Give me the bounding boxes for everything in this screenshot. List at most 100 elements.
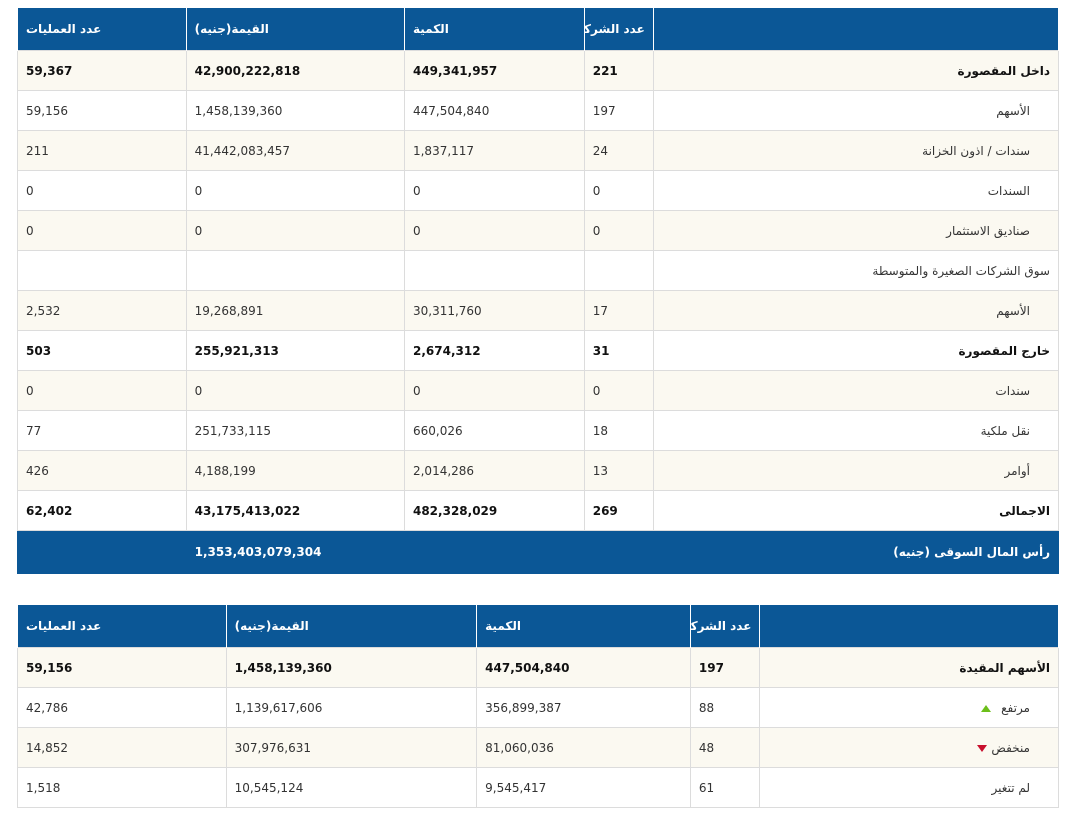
header-quantity: الكمية — [403, 8, 585, 51]
cell-companies: 221 — [583, 50, 654, 91]
cell-trades: 211 — [17, 130, 187, 171]
row-label: أوامر — [652, 450, 1060, 491]
table-row: خارج المقصورة 31 2,674,312 255,921,313 5… — [17, 330, 1060, 371]
table-header-row: عدد الشركات الكمية القيمة(جنيه) عدد العم… — [17, 605, 1059, 648]
row-label: الأسهم — [652, 290, 1060, 331]
header-trades: عدد العمليات — [17, 8, 187, 51]
cell-companies: 13 — [583, 450, 654, 491]
cell-value: 10,545,124 — [225, 767, 478, 808]
row-label: السندات — [652, 170, 1060, 211]
table-row: منخفض 48 81,060,036 307,976,631 14,852 — [17, 727, 1059, 768]
cell-trades: 2,532 — [17, 290, 187, 331]
row-label: خارج المقصورة — [652, 330, 1060, 371]
cell-trades: 59,156 — [17, 90, 187, 131]
cell-trades: 0 — [17, 210, 187, 251]
table-row: مرتفع 88 356,899,387 1,139,617,606 42,78… — [17, 687, 1059, 728]
table-row: أوامر 13 2,014,286 4,188,199 426 — [17, 450, 1060, 491]
header-companies: عدد الشركات — [583, 8, 654, 51]
cell-quantity: 30,311,760 — [403, 290, 585, 331]
table-row: صناديق الاستثمار 0 0 0 0 — [17, 210, 1060, 251]
cell-value: 1,458,139,360 — [185, 90, 405, 131]
cell-value: 307,976,631 — [225, 727, 478, 768]
cell-trades: 59,156 — [17, 647, 227, 688]
market-cap-row: رأس المال السوقى (جنيه) 1,353,403,079,30… — [17, 530, 1060, 574]
table-row: الأسهم 17 30,311,760 19,268,891 2,532 — [17, 290, 1060, 331]
header-value: القيمة(جنيه) — [225, 605, 478, 648]
cell-trades: 503 — [17, 330, 187, 371]
header-companies: عدد الشركات — [689, 605, 761, 648]
market-cap-value: 1,353,403,079,304 — [185, 530, 405, 574]
cell-companies: 88 — [689, 687, 761, 728]
market-cap-spacer — [403, 530, 654, 574]
header-label — [653, 8, 1060, 51]
header-label — [759, 605, 1059, 648]
row-label-cell: منخفض — [759, 727, 1059, 768]
cell-companies: 48 — [689, 727, 761, 768]
cell-value: 251,733,115 — [185, 410, 405, 451]
cell-trades: 62,402 — [17, 490, 187, 531]
cell-quantity: 2,674,312 — [403, 330, 585, 371]
cell-companies: 31 — [583, 330, 654, 371]
cell-quantity: 9,545,417 — [476, 767, 691, 808]
cell-quantity: 2,014,286 — [403, 450, 585, 491]
table-row: سوق الشركات الصغيرة والمتوسطة — [17, 250, 1060, 291]
market-summary-table: عدد الشركات الكمية القيمة(جنيه) عدد العم… — [17, 8, 1060, 574]
cell-trades: 59,367 — [17, 50, 187, 91]
row-label-cell: مرتفع — [759, 687, 1059, 728]
cell-companies: 0 — [583, 210, 654, 251]
cell-companies: 0 — [583, 170, 654, 211]
cell-companies: 269 — [583, 490, 654, 531]
cell-value: 43,175,413,022 — [185, 490, 405, 531]
cell-trades: 1,518 — [17, 767, 227, 808]
header-value: القيمة(جنيه) — [185, 8, 405, 51]
table-row: لم تتغير 61 9,545,417 10,545,124 1,518 — [17, 767, 1059, 808]
cell-value: 0 — [185, 210, 405, 251]
row-label: سندات — [652, 370, 1060, 411]
cell-trades: 42,786 — [17, 687, 227, 728]
cell-companies: 18 — [583, 410, 654, 451]
table-row: سندات 0 0 0 0 — [17, 370, 1060, 411]
cell-trades: 14,852 — [17, 727, 227, 768]
table-row: السندات 0 0 0 0 — [17, 170, 1060, 211]
cell-quantity — [403, 250, 585, 291]
row-label: الاجمالى — [652, 490, 1060, 531]
cell-quantity: 356,899,387 — [476, 687, 691, 728]
table-row-total: الاجمالى 269 482,328,029 43,175,413,022 … — [17, 490, 1060, 531]
cell-quantity: 660,026 — [403, 410, 585, 451]
cell-trades — [17, 250, 187, 291]
cell-trades: 0 — [17, 370, 187, 411]
cell-value: 0 — [185, 370, 405, 411]
cell-value: 255,921,313 — [185, 330, 405, 371]
cell-quantity: 447,504,840 — [403, 90, 585, 131]
cell-quantity: 81,060,036 — [476, 727, 691, 768]
cell-quantity: 447,504,840 — [476, 647, 691, 688]
cell-trades: 426 — [17, 450, 187, 491]
down-arrow-icon — [977, 744, 988, 752]
cell-value: 0 — [185, 170, 405, 211]
cell-quantity: 449,341,957 — [403, 50, 585, 91]
cell-value: 1,458,139,360 — [225, 647, 478, 688]
table-header-row: عدد الشركات الكمية القيمة(جنيه) عدد العم… — [17, 8, 1060, 51]
row-label: منخفض — [991, 740, 1030, 755]
cell-quantity: 1,837,117 — [403, 130, 585, 171]
row-label: مرتفع — [1001, 700, 1030, 715]
table-row: سندات / اذون الخزانة 24 1,837,117 41,442… — [17, 130, 1060, 171]
table-row: نقل ملكية 18 660,026 251,733,115 77 — [17, 410, 1060, 451]
cell-companies: 61 — [689, 767, 761, 808]
row-label: داخل المقصورة — [652, 50, 1060, 91]
cell-quantity: 0 — [403, 370, 585, 411]
cell-companies: 24 — [583, 130, 654, 171]
up-arrow-icon — [981, 704, 992, 712]
cell-value — [185, 250, 405, 291]
cell-quantity: 0 — [403, 170, 585, 211]
cell-value: 4,188,199 — [185, 450, 405, 491]
table-row: داخل المقصورة 221 449,341,957 42,900,222… — [17, 50, 1060, 91]
table-row: الأسهم المقيدة 197 447,504,840 1,458,139… — [17, 647, 1059, 688]
header-trades: عدد العمليات — [17, 605, 227, 648]
row-label: سندات / اذون الخزانة — [652, 130, 1060, 171]
cell-trades: 77 — [17, 410, 187, 451]
row-label: الأسهم — [652, 90, 1060, 131]
cell-value: 42,900,222,818 — [185, 50, 405, 91]
market-cap-label: رأس المال السوقى (جنيه) — [652, 530, 1060, 574]
cell-value: 19,268,891 — [185, 290, 405, 331]
